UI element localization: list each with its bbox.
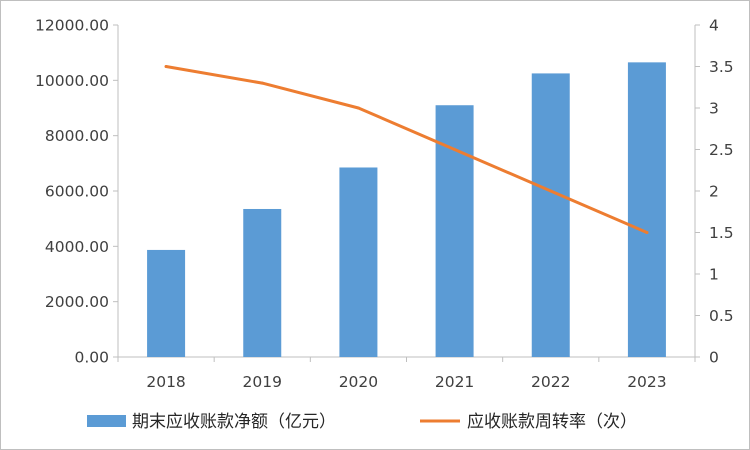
legend-swatch-bar <box>87 415 126 427</box>
line-point <box>645 231 649 234</box>
y-right-tick-label: 0.5 <box>709 307 734 325</box>
line-point <box>164 65 168 68</box>
series-line <box>164 65 649 234</box>
y-left-tick-label: 6000.00 <box>45 183 109 201</box>
legend: 期末应收账款净额（亿元） 应收账款周转率（次） <box>87 412 637 432</box>
bar <box>531 73 570 358</box>
y-right-tick-label: 1 <box>709 266 719 284</box>
bar <box>339 167 378 357</box>
legend-label-line: 应收账款周转率（次） <box>467 412 637 432</box>
y-right-tick-label: 2 <box>709 183 719 201</box>
y-right-tick-label: 3 <box>709 100 719 118</box>
line-point <box>260 81 264 85</box>
line-point <box>356 106 360 110</box>
y-right-tick-label: 2.5 <box>709 141 734 159</box>
x-tick-label: 2022 <box>531 373 570 391</box>
x-tick-label: 2019 <box>243 373 282 391</box>
y-left-tick-label: 12000.00 <box>35 17 109 35</box>
y-left-tick-label: 0.00 <box>74 349 109 367</box>
legend-label-bar: 期末应收账款净额（亿元） <box>132 412 336 432</box>
y-right-tick-label: 3.5 <box>709 58 734 76</box>
y-left-tick-label: 10000.00 <box>35 72 109 90</box>
bar <box>627 62 666 357</box>
y-left-tick-label: 4000.00 <box>45 238 109 256</box>
line-layer <box>164 65 649 234</box>
y-left-tick-label: 8000.00 <box>45 127 109 145</box>
y-left-tick-label: 2000.00 <box>45 293 109 311</box>
bar <box>435 105 474 357</box>
x-tick-label: 2020 <box>339 373 378 391</box>
axes-layer <box>113 24 700 362</box>
x-tick-label: 2018 <box>146 373 185 391</box>
y-right-tick-label: 1.5 <box>709 224 734 242</box>
tick-labels-layer: 0.00 2000.00 4000.00 6000.00 8000.00 10000.00… <box>35 17 734 392</box>
y-right-tick-label: 0 <box>709 349 719 367</box>
x-tick-label: 2021 <box>435 373 474 391</box>
line-point <box>549 189 553 193</box>
line-point <box>453 148 457 151</box>
bars-layer <box>147 62 666 358</box>
bar <box>147 249 186 357</box>
y-right-tick-label: 4 <box>709 17 719 35</box>
bar <box>243 208 282 357</box>
x-tick-label: 2023 <box>627 373 666 391</box>
